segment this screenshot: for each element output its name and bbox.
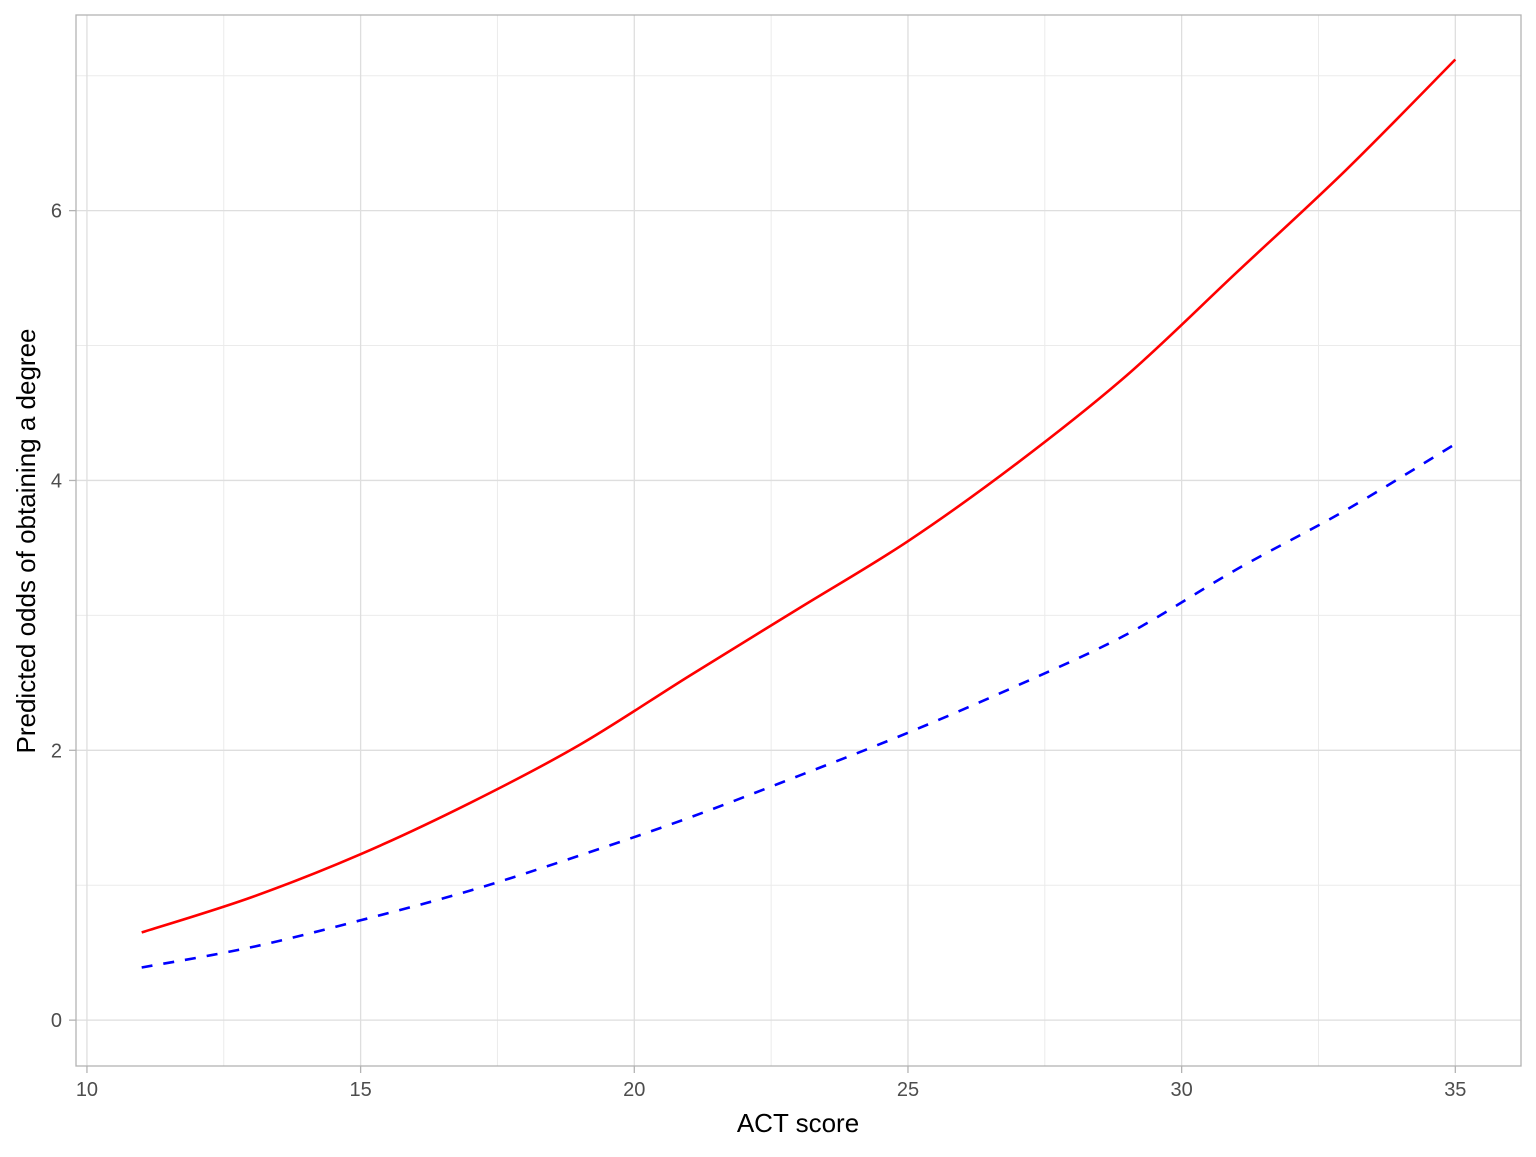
y-tick-label: 4: [51, 470, 62, 492]
x-tick-label: 25: [897, 1079, 919, 1101]
plot-background: [76, 15, 1521, 1066]
y-tick-label: 0: [51, 1010, 62, 1032]
y-tick-label: 2: [51, 740, 62, 762]
plot-border: [75, 14, 1522, 1067]
x-tick-label: 10: [76, 1079, 98, 1101]
solid-series-line: [141, 58, 1457, 934]
y-axis-title: Predicted odds of obtaining a degree: [11, 329, 41, 754]
x-axis-title: ACT score: [737, 1108, 859, 1138]
x-tick-label: 15: [349, 1079, 371, 1101]
series-layer: [141, 58, 1457, 969]
minor-gridlines: [76, 15, 1521, 1066]
dashed-series-line: [141, 442, 1456, 969]
y-tick-label: 6: [51, 201, 62, 223]
x-axis-ticks: 10 15 20 25 30 35: [76, 1066, 1466, 1101]
x-tick-label: 30: [1171, 1079, 1193, 1101]
x-tick-label: 20: [623, 1079, 645, 1101]
y-axis-ticks: 0 2 4 6: [51, 201, 76, 1032]
x-tick-label: 35: [1444, 1079, 1466, 1101]
